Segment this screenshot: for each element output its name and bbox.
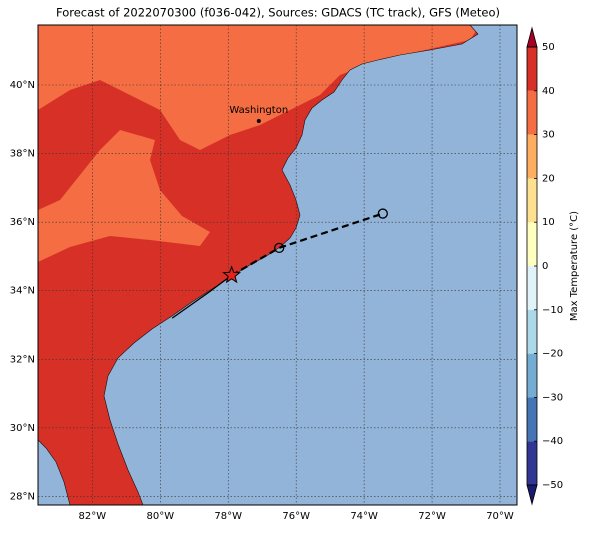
colorbar-tick-label: −50 <box>542 480 563 491</box>
lat-tick-label: 40°N <box>10 80 35 91</box>
storm-track <box>231 212 384 277</box>
lon-tick-label: 76°W <box>282 511 310 522</box>
colorbar-tick-label: 20 <box>542 173 555 184</box>
lat-tick-label: 32°N <box>10 354 35 365</box>
lon-tick-label: 82°W <box>79 511 107 522</box>
lat-tick-label: 34°N <box>10 286 35 297</box>
lat-tick-label: 30°N <box>10 423 35 434</box>
colorbar-label: Max Temperature (°C) <box>569 211 580 321</box>
colorbar-tick-label: 50 <box>542 42 555 53</box>
colorbar-tick-label: 30 <box>542 130 555 141</box>
colorbar-segment <box>527 134 537 179</box>
colorbar-tick-label: 0 <box>542 261 548 272</box>
map-title: Forecast of 2022070300 (f036-042), Sourc… <box>56 6 500 20</box>
city-label: Washington <box>229 105 288 116</box>
colorbar-tick-label: −30 <box>542 392 563 403</box>
colorbar-tick-label: 40 <box>542 86 555 97</box>
colorbar-segment <box>527 90 537 135</box>
land-cooler <box>38 130 210 262</box>
lon-tick-label: 80°W <box>146 511 174 522</box>
lon-tick-label: 74°W <box>350 511 378 522</box>
colorbar-under <box>526 484 538 506</box>
lon-tick-label: 72°W <box>418 511 446 522</box>
colorbar-segment <box>527 353 537 398</box>
colorbar-over <box>526 26 538 48</box>
colorbar-segment <box>527 266 537 310</box>
forecast-position <box>377 208 388 219</box>
storm-position <box>222 265 242 284</box>
map-frame <box>37 24 518 506</box>
colorbar-tick-label: 10 <box>542 217 555 228</box>
storm-track <box>171 274 233 319</box>
colorbar-segment <box>527 222 537 266</box>
city-marker <box>256 119 261 123</box>
lon-tick-label: 78°W <box>214 511 242 522</box>
forecast-position <box>274 242 285 254</box>
lat-tick-label: 28°N <box>10 491 35 502</box>
colorbar-segment <box>527 178 537 223</box>
colorbar-tick-label: −40 <box>542 436 563 447</box>
lat-tick-label: 38°N <box>10 149 35 160</box>
colorbar-segment <box>527 441 537 485</box>
colorbar-tick-label: −20 <box>542 349 563 360</box>
lon-tick-label: 70°W <box>486 511 514 522</box>
colorbar-tick-label: −10 <box>542 305 563 316</box>
land-cooler <box>38 25 478 150</box>
colorbar-segment <box>527 47 537 91</box>
colorbar-segment <box>527 309 537 354</box>
colorbar-segment <box>527 397 537 442</box>
lat-tick-label: 36°N <box>10 217 35 228</box>
map-area <box>38 25 517 505</box>
coastline <box>38 25 479 505</box>
